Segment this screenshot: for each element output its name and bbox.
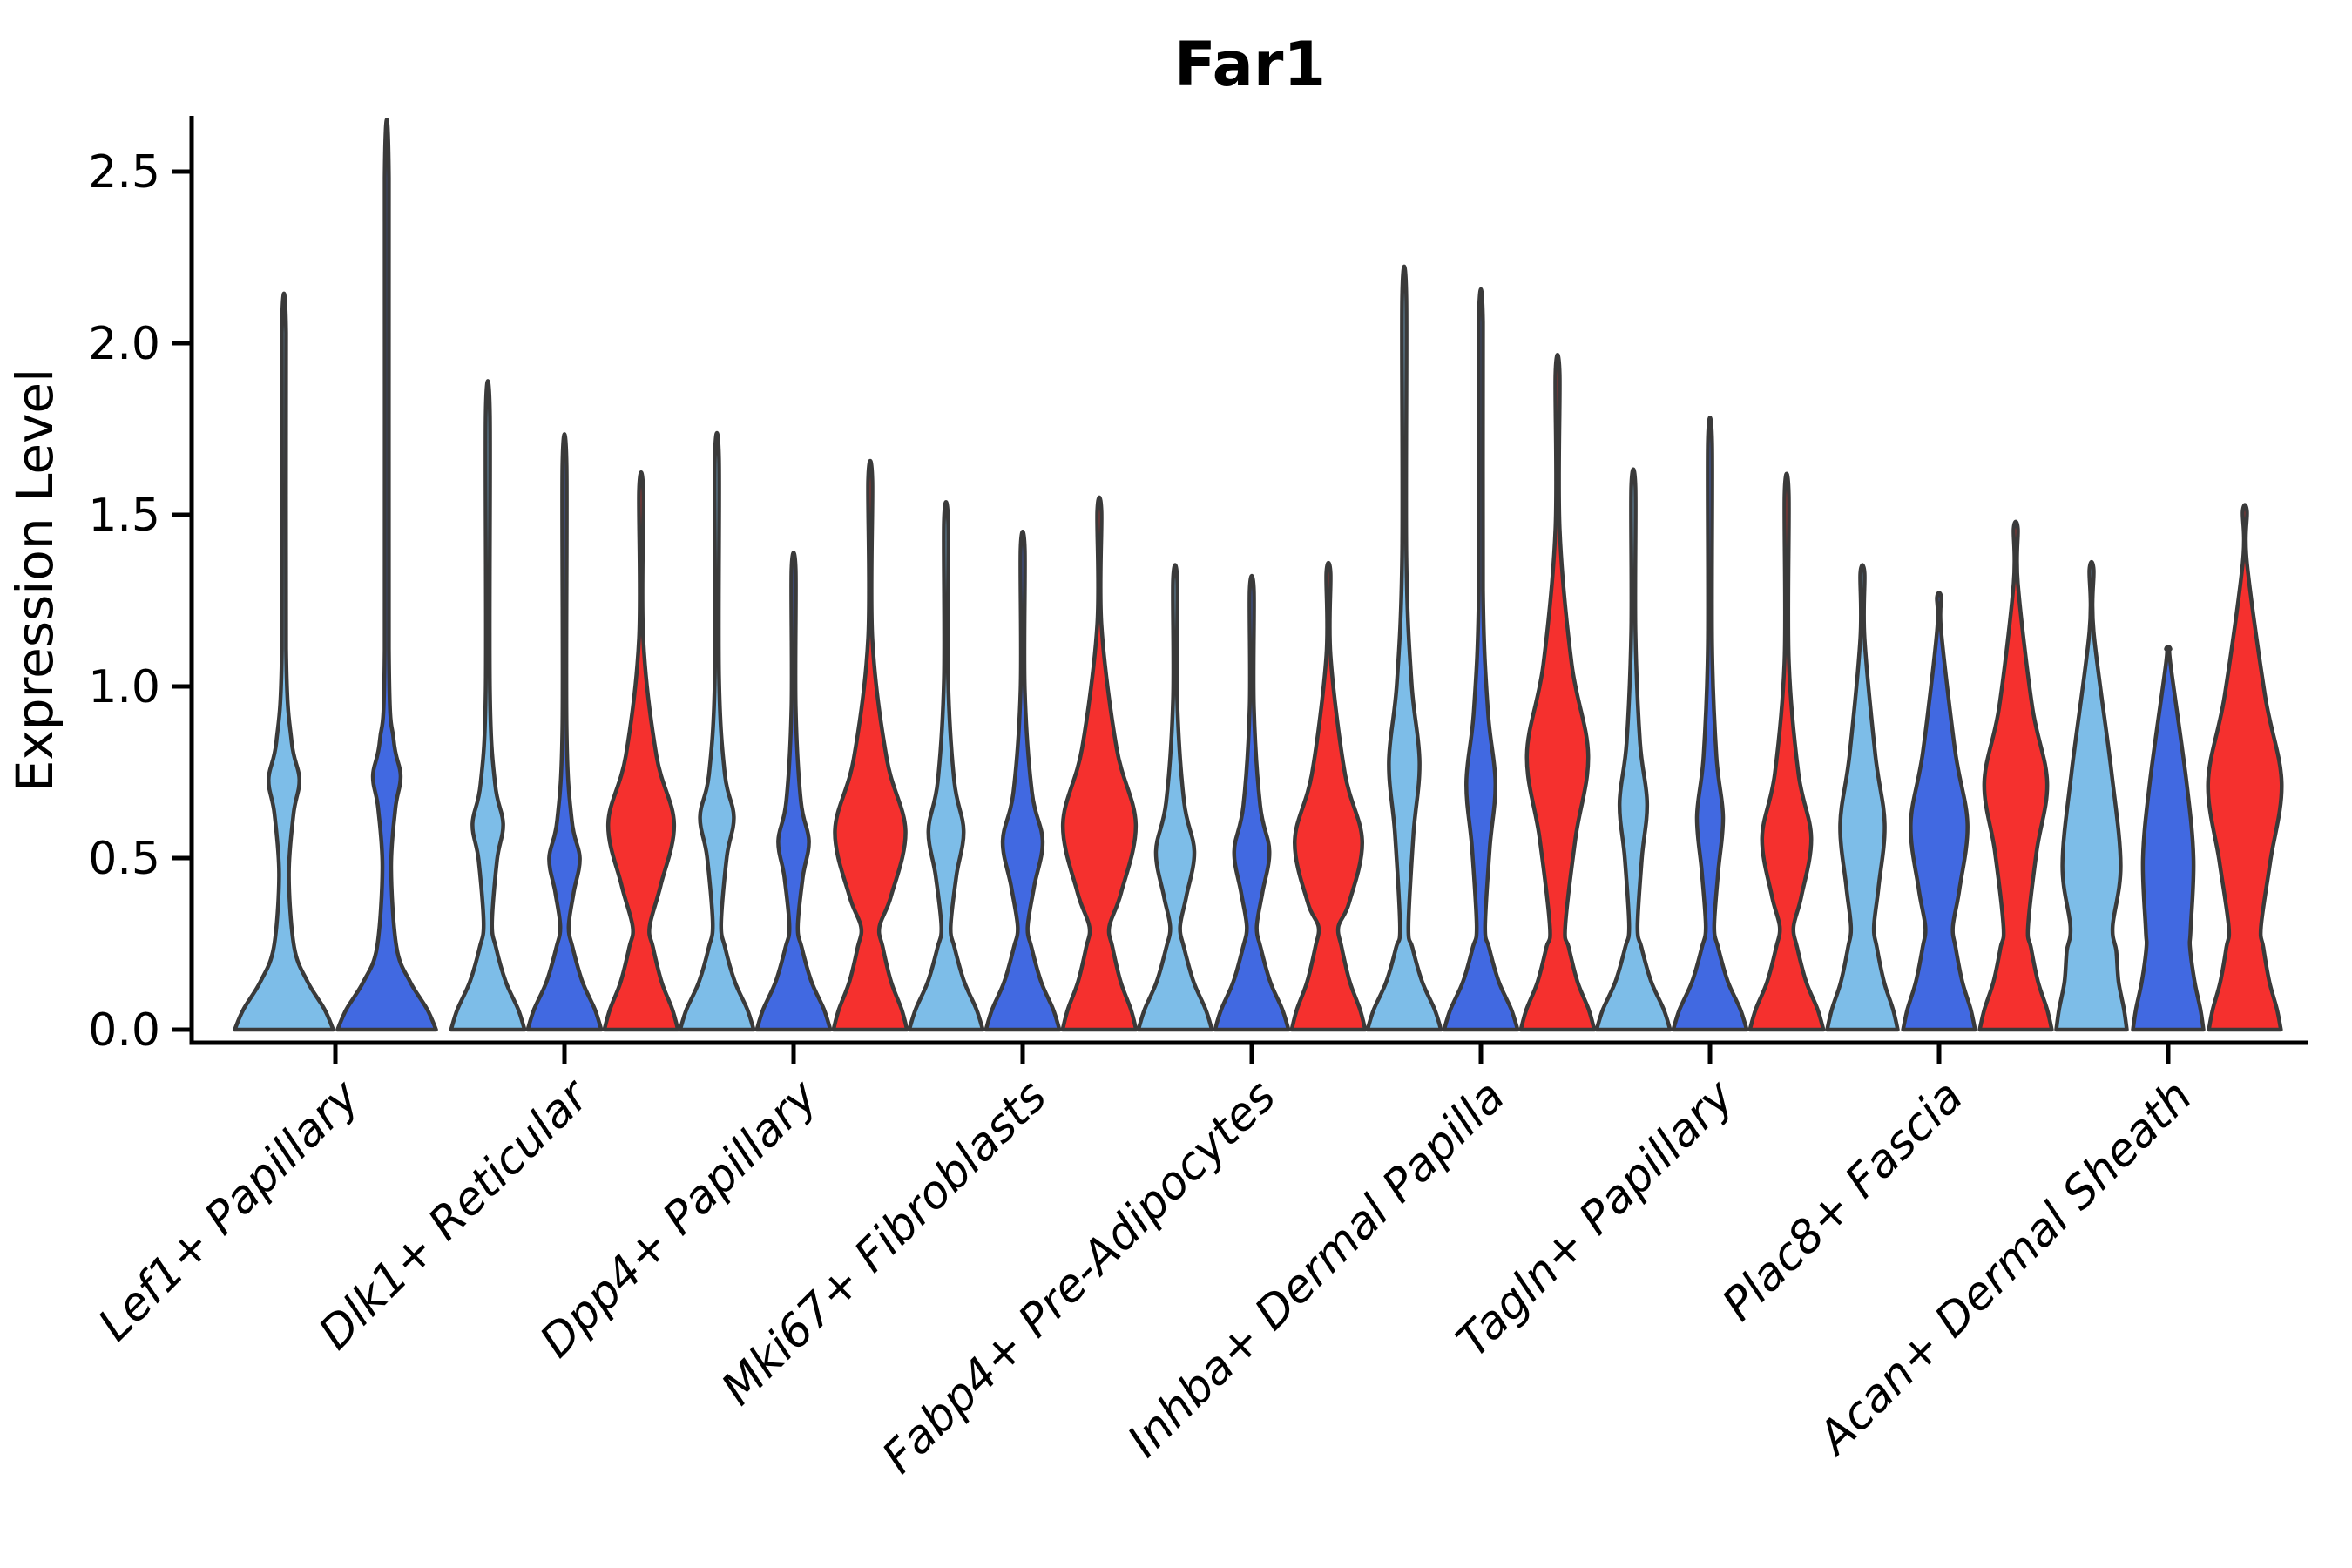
- violin-shape: [983, 529, 1062, 1032]
- violin-shape: [1825, 563, 1900, 1032]
- violin-shape: [754, 551, 833, 1032]
- y-tick-label: 0.0: [88, 1004, 160, 1057]
- x-tick-label: Acan+ Dermal Sheath: [1807, 1071, 2202, 1466]
- axes-layer: 0.0 0.5 1.0 1.5 2.0 2.5 Lef1+ PapillaryDlk1+ …: [88, 116, 2308, 1484]
- violin-shape: [831, 458, 909, 1032]
- violin-shape: [1289, 560, 1368, 1032]
- violin-shape: [1518, 353, 1597, 1032]
- x-tick-label: Fabp4+ Pre-Adipocytes: [873, 1071, 1287, 1484]
- violin-shape: [2131, 645, 2206, 1032]
- violin-shape: [678, 430, 756, 1032]
- x-tick-label: Inhba+ Dermal Papilla: [1118, 1071, 1515, 1468]
- violin-shape: [1060, 495, 1139, 1032]
- violin-shape: [1365, 264, 1443, 1032]
- y-axis-label: Expression Level: [5, 368, 64, 792]
- violins-layer: [233, 118, 2284, 1032]
- violin-shape: [1671, 416, 1749, 1032]
- y-ticks: 0.0 0.5 1.0 1.5 2.0 2.5: [88, 146, 192, 1057]
- violin-shape: [1213, 573, 1291, 1032]
- y-tick-label: 1.0: [88, 661, 160, 713]
- violin-shape: [2206, 503, 2284, 1032]
- y-tick-label: 2.5: [88, 146, 160, 199]
- violin-shape: [1901, 591, 1977, 1032]
- y-tick-label: 0.5: [88, 833, 160, 885]
- violin-shape: [1594, 467, 1673, 1032]
- violin-shape: [1977, 519, 2054, 1032]
- violin-shape: [1136, 563, 1214, 1032]
- x-tick-label: Plac8+ Fascia: [1713, 1071, 1973, 1331]
- violin-shape: [1442, 287, 1520, 1032]
- violin-shape: [602, 470, 680, 1032]
- violin-shape: [2054, 559, 2129, 1032]
- violin-shape: [335, 118, 438, 1032]
- violin-shape: [449, 379, 527, 1032]
- y-tick-label: 1.5: [88, 490, 160, 542]
- violin-shape: [233, 291, 335, 1032]
- violin-shape: [1747, 471, 1826, 1032]
- violin-shape: [907, 500, 985, 1032]
- chart-title: Far1: [1174, 29, 1326, 100]
- violin-shape: [525, 432, 604, 1032]
- y-tick-label: 2.0: [88, 318, 160, 370]
